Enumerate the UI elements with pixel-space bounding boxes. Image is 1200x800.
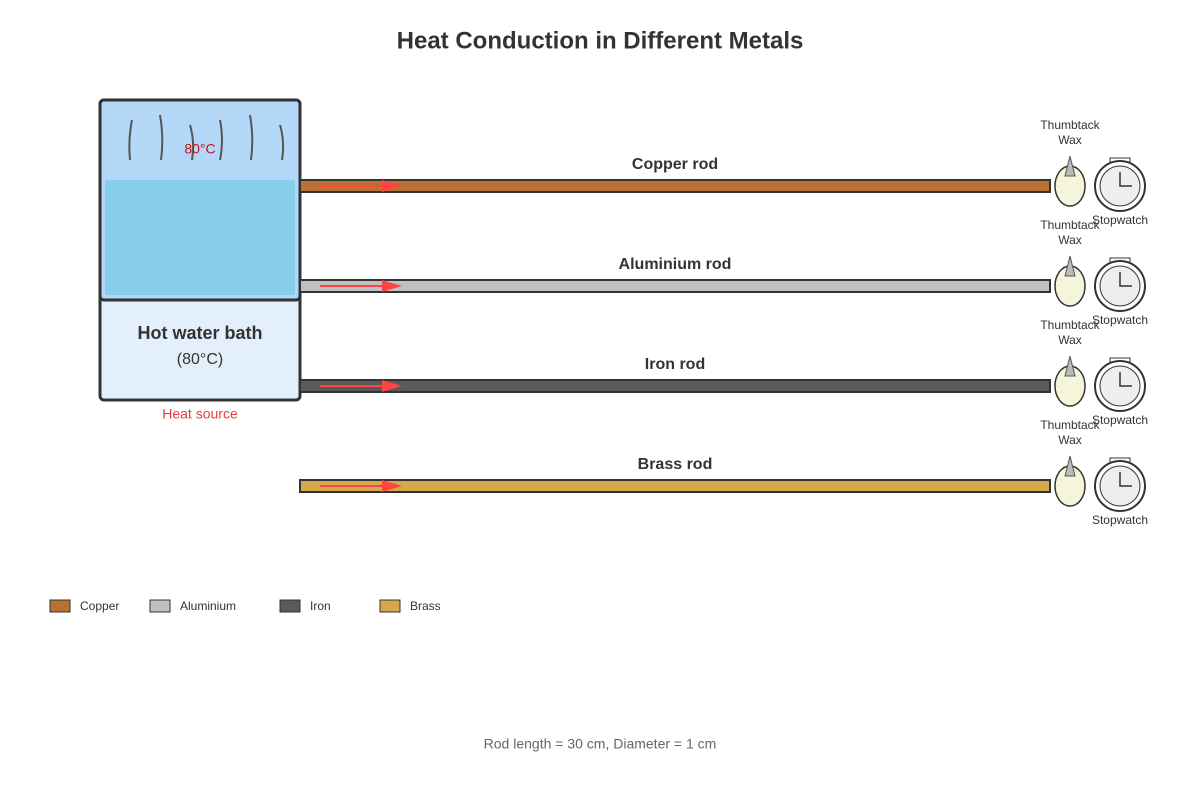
rod [299, 179, 1051, 193]
title: Heat Conduction in Different Metals [397, 27, 804, 54]
rod [299, 379, 1051, 393]
stopwatch-hands [1119, 372, 1132, 387]
heat-arrowhead [382, 280, 402, 292]
stopwatch-label: Stopwatch [1092, 413, 1148, 427]
bath-sublabel: (80°C) [177, 351, 223, 368]
water [105, 180, 295, 295]
stopwatch-hands [1119, 472, 1132, 487]
wax-label: Thumbtack [1040, 418, 1100, 432]
stopwatch-hands [1119, 272, 1132, 287]
wax-label: Thumbtack [1040, 318, 1100, 332]
legend-swatch [279, 599, 301, 613]
stopwatch-label: Stopwatch [1092, 313, 1148, 327]
wax-label: Thumbtack [1040, 118, 1100, 132]
bath-temperature: 80°C [184, 141, 215, 157]
legend-label: Aluminium [180, 599, 236, 613]
legend-swatch [379, 599, 401, 613]
wax-label: Wax [1058, 233, 1082, 247]
rod-label: Aluminium rod [619, 256, 732, 273]
rod-label: Iron rod [645, 356, 705, 373]
stopwatch-label: Stopwatch [1092, 213, 1148, 227]
rod [299, 479, 1051, 493]
rod-label: Copper rod [632, 156, 718, 173]
legend-label: Brass [410, 599, 441, 613]
wax-label: Wax [1058, 333, 1082, 347]
thumbtack [1064, 155, 1076, 177]
legend-swatch [49, 599, 71, 613]
bath-label: Hot water bath [137, 323, 262, 343]
stopwatch-hands [1119, 172, 1132, 187]
heat-arrowhead [382, 180, 402, 192]
heat-arrowhead [382, 380, 402, 392]
legend-label: Copper [80, 599, 119, 613]
stopwatch-label: Stopwatch [1092, 513, 1148, 527]
legend-swatch [149, 599, 171, 613]
wax-label: Wax [1058, 433, 1082, 447]
heat-arrowhead [382, 480, 402, 492]
heat-source: Heat source [162, 406, 238, 422]
rod [299, 279, 1051, 293]
thumbtack [1064, 255, 1076, 277]
thumbtack [1064, 355, 1076, 377]
thumbtack [1064, 455, 1076, 477]
steam [128, 114, 285, 161]
wax-label: Thumbtack [1040, 218, 1100, 232]
rod-label: Brass rod [638, 456, 713, 473]
footnote: Rod length = 30 cm, Diameter = 1 cm [484, 736, 717, 752]
legend-label: Iron [310, 599, 331, 613]
wax-label: Wax [1058, 133, 1082, 147]
